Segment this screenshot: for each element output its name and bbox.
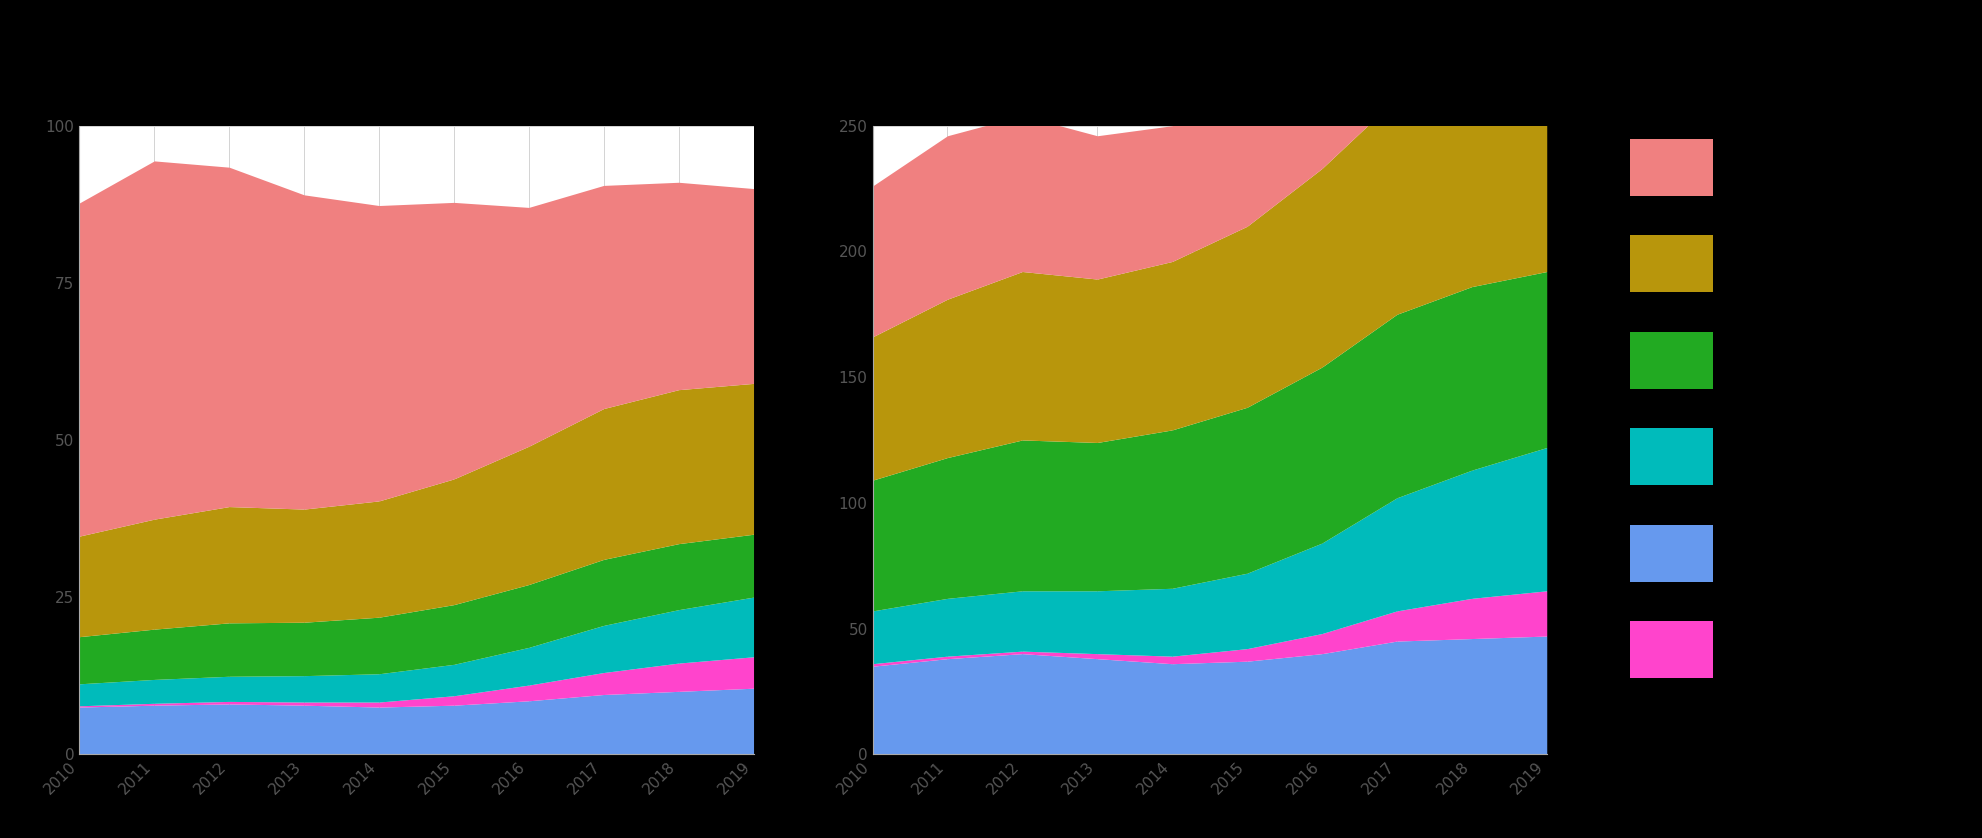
Text: Unsaturated
HFCs/HCFCs: Unsaturated HFCs/HCFCs	[1736, 634, 1831, 665]
Text: HFC-32: HFC-32	[1736, 449, 1792, 464]
Text: HFC-125: HFC-125	[1736, 256, 1802, 272]
Text: Other F-gases: Other F-gases	[1736, 546, 1843, 561]
Text: Milliers de tonnes: Milliers de tonnes	[26, 83, 184, 101]
Text: HFC-134a: HFC-134a	[1736, 160, 1812, 175]
Text: HFC-143a: HFC-143a	[1736, 353, 1812, 368]
Text: Mt CO$_2$ eq.: Mt CO$_2$ eq.	[819, 80, 916, 101]
